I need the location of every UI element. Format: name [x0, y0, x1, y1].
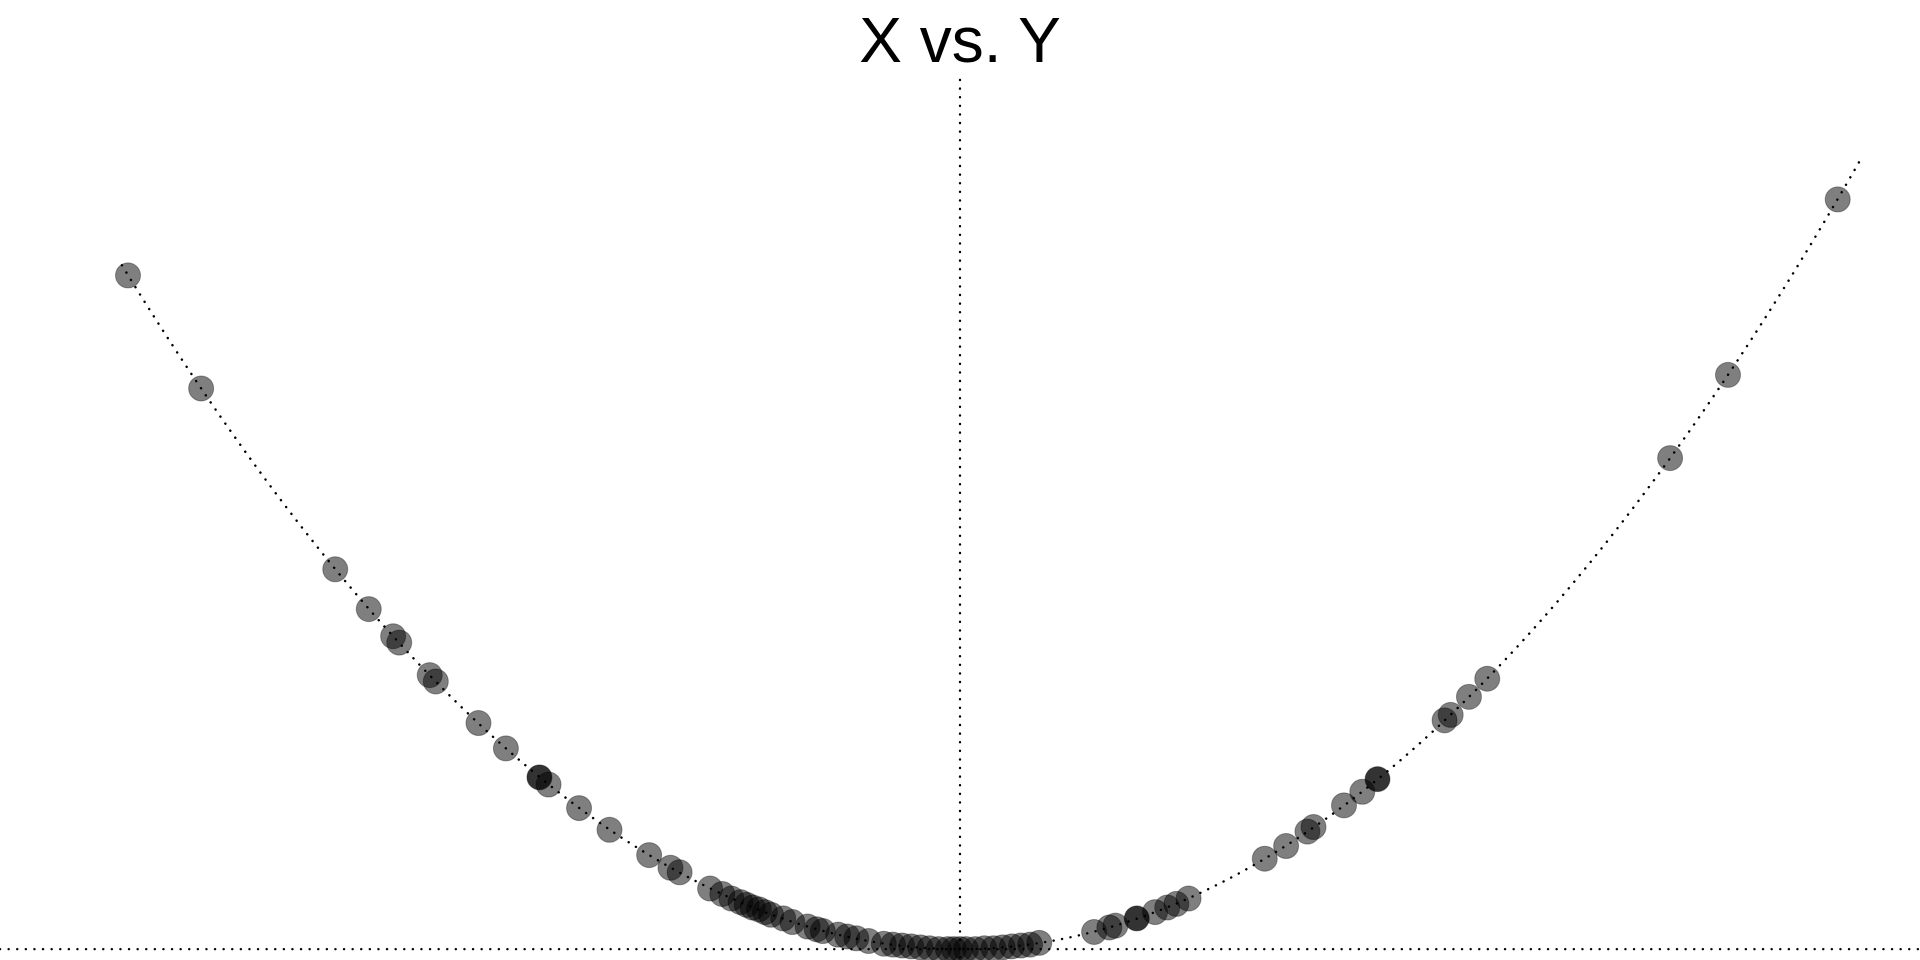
data-point: [386, 629, 413, 656]
reference-lines: [0, 78, 1920, 960]
data-point: [322, 556, 349, 583]
data-point: [1824, 186, 1851, 213]
data-point: [1175, 885, 1202, 912]
data-point: [1331, 792, 1357, 819]
data-point: [566, 795, 593, 822]
data-point: [1026, 929, 1053, 956]
data-point: [596, 816, 623, 843]
data-point: [1273, 833, 1300, 860]
data-point: [535, 771, 562, 798]
data-points: [115, 186, 1851, 960]
data-point: [492, 735, 519, 762]
data-point: [636, 842, 663, 869]
data-point: [1455, 683, 1482, 710]
data-point: [1300, 814, 1327, 841]
data-point: [115, 262, 141, 289]
data-point: [666, 859, 693, 886]
data-point: [355, 596, 382, 623]
data-point: [422, 668, 449, 695]
data-point: [1657, 445, 1684, 472]
data-point: [1715, 361, 1741, 388]
data-point: [1437, 701, 1464, 728]
data-point: [188, 375, 215, 402]
data-point: [1251, 845, 1278, 872]
data-point: [1364, 766, 1391, 793]
chart-title: X vs. Y: [859, 4, 1061, 76]
fit-curve: [120, 160, 1861, 951]
data-point: [465, 710, 492, 737]
data-point: [1474, 665, 1501, 692]
